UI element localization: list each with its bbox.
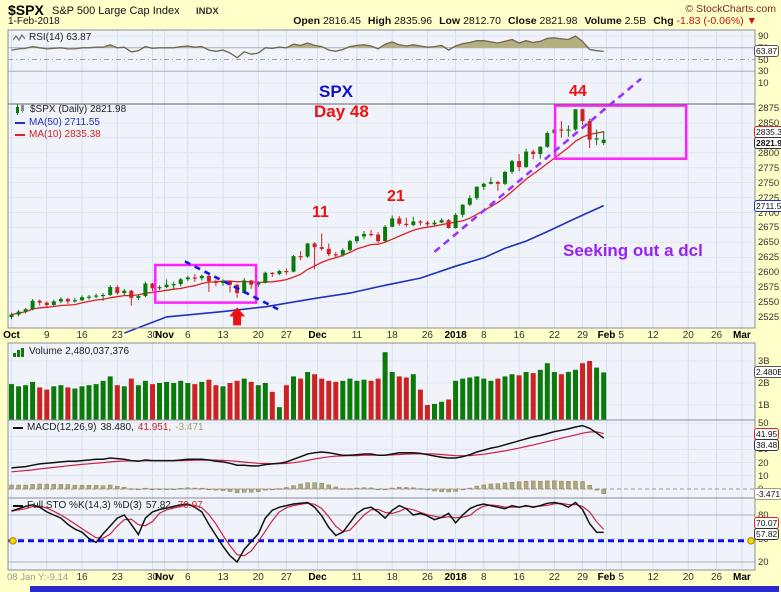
sto-icon [13,504,23,507]
volume-legend-label: Volume 2,480,037,376 [29,346,130,357]
ma10-line-icon [15,133,25,136]
bottom-scrollbar[interactable] [30,586,779,592]
sto-legend: Full STO %K(14,3) %D(3) 57.82, 70.07 [13,500,203,511]
macd-legend-name: MACD(12,26,9) [27,422,97,433]
volume-label: Volume [584,15,622,27]
annotation-spx: SPX [319,82,354,101]
open-label: Open [293,15,321,27]
high-label: High [367,15,392,27]
rsi-legend-label: RSI(14) 63.87 [29,32,92,43]
low-value: 2812.70 [463,15,502,27]
annotation-cycle-11: 11 [312,204,329,221]
annotation-cycle-21: 21 [387,188,405,205]
close-label: Close [508,15,537,27]
rsi-legend: RSI(14) 63.87 [13,32,91,43]
chg-down-arrow-icon: ▼ [746,15,757,27]
macd-legend-v2: 41.951, [137,422,172,433]
crosshair-status: 08 Jan Y:-9.14 [7,572,74,583]
macd-legend-v1: 38.480, [100,422,134,433]
annotation-box-1 [154,263,258,304]
ticker-exchange: INDX [196,6,219,17]
chg-value: -1.83 (-0.06%) [676,15,744,27]
macd-lines [11,424,605,473]
annotation-cycle-44: 44 [569,83,587,100]
price-legend-ma10: MA(10) 2835.38 [15,129,101,140]
up-trendline [433,77,642,253]
quote-strip: Open 2816.45 High 2835.96 Low 2812.70 Cl… [293,15,757,27]
sto-lines [11,501,605,564]
support-dot-left [9,537,17,545]
close-value: 2821.98 [539,15,578,27]
volume-bars [9,352,607,420]
chg-label: Chg [653,15,674,27]
price-legend-main: $SPX (Daily) 2821.98 [15,104,126,115]
low-label: Low [439,15,461,27]
high-value: 2835.96 [394,15,433,27]
ticker-symbol: $SPX [8,2,44,18]
volume-legend: Volume 2,480,037,376 [13,346,129,357]
ma10-legend-label: MA(10) 2835.38 [29,129,101,140]
up-arrow-annotation [229,307,246,326]
price-legend-label: $SPX (Daily) 2821.98 [30,104,127,115]
volume-icon [13,347,24,357]
candlestick-icon [16,104,24,115]
rsi-plot [11,35,604,59]
sto-legend-v1: 57.82, [145,500,174,511]
ma10-line [11,131,604,316]
sto-legend-name: Full STO %K(14,3) %D(3) [27,500,142,511]
macd-icon [13,426,23,429]
volume-value: 2.5B [624,15,647,27]
stockcharts-credit-link[interactable]: © StockCharts.com [685,3,776,15]
grid-horizontal [8,35,755,563]
price-legend-ma50: MA(50) 2711.55 [15,117,100,128]
annotation-seeking-dcl: Seeking out a dcl [563,241,703,260]
macd-legend: MACD(12,26,9) 38.480, 41.951, -3.471 [13,422,204,433]
sto-legend-v2: 70.07 [177,500,203,511]
ticker-name: S&P 500 Large Cap Index [52,5,180,17]
macd-histogram [9,480,606,494]
ma50-legend-label: MA(50) 2711.55 [29,117,100,128]
annotation-box-2 [553,104,688,160]
candlesticks [9,108,606,320]
open-value: 2816.45 [322,15,361,27]
annotation-day48: Day 48 [314,102,369,121]
support-dot-right [747,537,755,545]
rsi-icon [13,33,25,41]
quote-date: 1-Feb-2018 [8,16,60,27]
macd-legend-v3: -3.471 [175,422,204,433]
ma50-line-icon [15,121,25,124]
